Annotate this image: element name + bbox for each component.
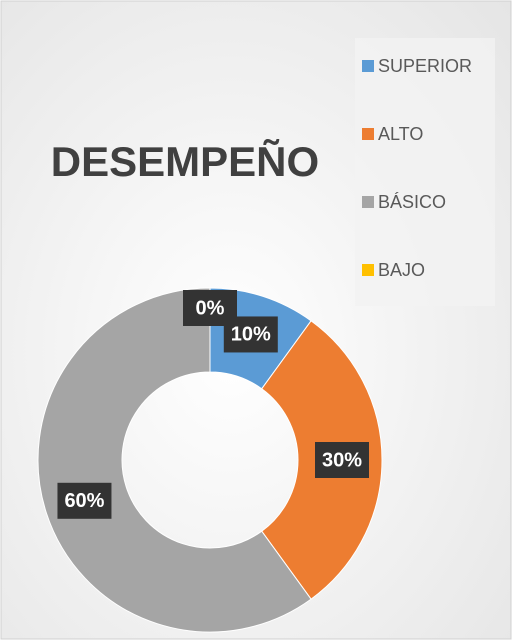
donut-slice xyxy=(37,287,312,633)
legend-swatch xyxy=(362,196,374,208)
data-label: 0% xyxy=(196,297,225,319)
legend-swatch xyxy=(362,128,374,140)
legend-swatch xyxy=(362,264,374,276)
legend-label: SUPERIOR xyxy=(378,56,472,76)
legend-label: BAJO xyxy=(378,260,425,280)
legend-panel xyxy=(355,38,495,306)
data-label-box xyxy=(315,442,369,478)
chart-title: DESEMPEÑO xyxy=(51,138,319,185)
data-label-box xyxy=(57,482,112,519)
legend-label: ALTO xyxy=(378,124,423,144)
legend-label: BÁSICO xyxy=(378,192,446,212)
data-label: 10% xyxy=(231,324,271,346)
data-label: 60% xyxy=(64,490,104,512)
data-label: 30% xyxy=(322,449,362,471)
legend-swatch xyxy=(362,60,374,72)
data-label-box xyxy=(183,290,237,326)
